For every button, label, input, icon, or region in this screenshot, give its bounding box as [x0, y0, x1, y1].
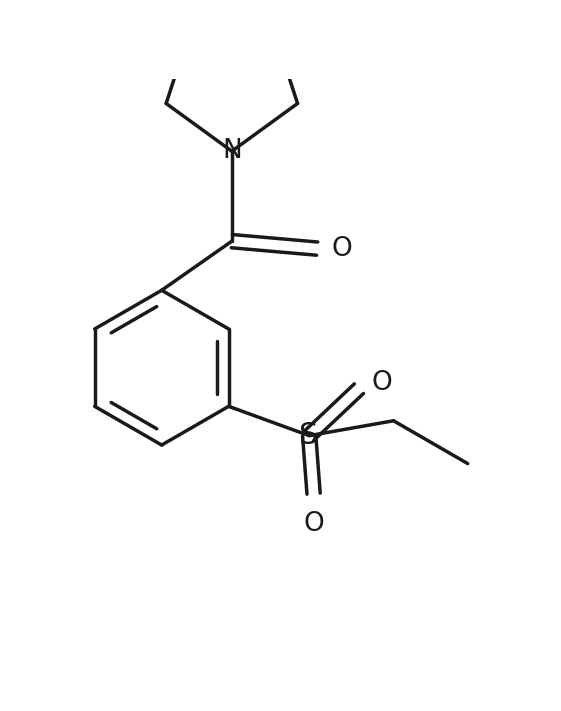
Text: O: O [371, 370, 392, 396]
Text: N: N [222, 138, 242, 164]
Text: O: O [331, 235, 352, 262]
Text: S: S [300, 421, 319, 450]
Text: O: O [304, 511, 324, 538]
